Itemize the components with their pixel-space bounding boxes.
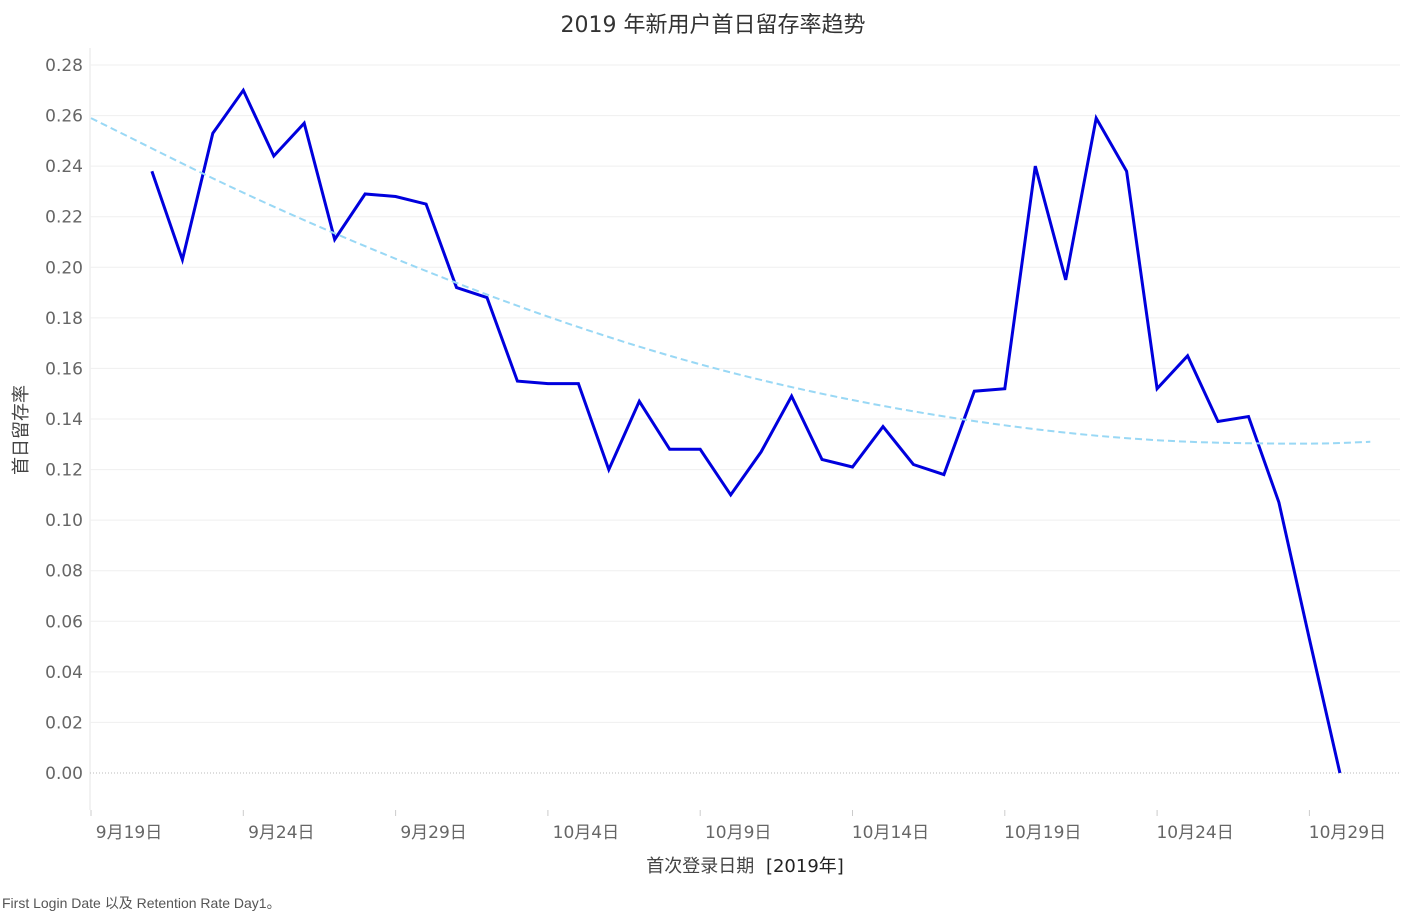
y-tick-label: 0.18 xyxy=(45,309,83,329)
y-tick-label: 0.06 xyxy=(45,612,83,632)
y-tick-label: 0.24 xyxy=(45,157,83,177)
trend-line xyxy=(90,117,1371,445)
y-tick-label: 0.02 xyxy=(45,713,83,733)
x-axis-label-main: 首次登录日期 xyxy=(646,856,754,877)
y-tick-label: 0.14 xyxy=(45,410,83,430)
y-axis-label: 首日留存率 xyxy=(11,385,32,475)
y-tick-label: 0.28 xyxy=(45,56,83,76)
footer-caption: First Login Date 以及 Retention Rate Day1。 xyxy=(2,895,281,911)
series-line xyxy=(150,87,1342,774)
line-chart: 2019 年新用户首日留存率趋势 0.00 0.02 0.04 0.06 0.08 0.1… xyxy=(11,13,1400,877)
y-tick-label: 0.00 xyxy=(45,764,83,784)
x-tick-label: 10月9日 xyxy=(705,823,771,843)
x-tick-label: 9月24日 xyxy=(248,823,314,843)
x-tick-label: 10月29日 xyxy=(1309,823,1386,843)
x-tick-label: 9月19日 xyxy=(96,823,162,843)
y-axis-ticks: 0.00 0.02 0.04 0.06 0.08 0.10 0.12 0.14 0.16 0.18… xyxy=(45,56,83,784)
x-tick-label: 10月4日 xyxy=(553,823,619,843)
x-axis-label-suffix: [2019年] xyxy=(766,856,844,877)
y-tick-label: 0.04 xyxy=(45,663,83,683)
x-tick-label: 10月14日 xyxy=(852,823,929,843)
x-tick-label: 10月24日 xyxy=(1156,823,1233,843)
y-tick-label: 0.10 xyxy=(45,511,83,531)
gridlines xyxy=(89,48,1400,810)
y-tick-label: 0.26 xyxy=(45,107,83,127)
chart-title: 2019 年新用户首日留存率趋势 xyxy=(561,13,866,38)
x-tick-label: 9月29日 xyxy=(400,823,466,843)
x-tick-label: 10月19日 xyxy=(1004,823,1081,843)
series-group xyxy=(90,87,1371,774)
y-tick-label: 0.16 xyxy=(45,359,83,379)
y-tick-label: 0.12 xyxy=(45,461,83,481)
y-tick-label: 0.08 xyxy=(45,562,83,582)
y-tick-label: 0.20 xyxy=(45,258,83,278)
x-axis-label: 首次登录日期 [2019年] xyxy=(646,856,844,877)
y-tick-label: 0.22 xyxy=(45,208,83,228)
x-axis-ticks: 9月19日 9月24日 9月29日 10月4日 10月9日 10月14日 10月19日 10月… xyxy=(90,810,1386,843)
